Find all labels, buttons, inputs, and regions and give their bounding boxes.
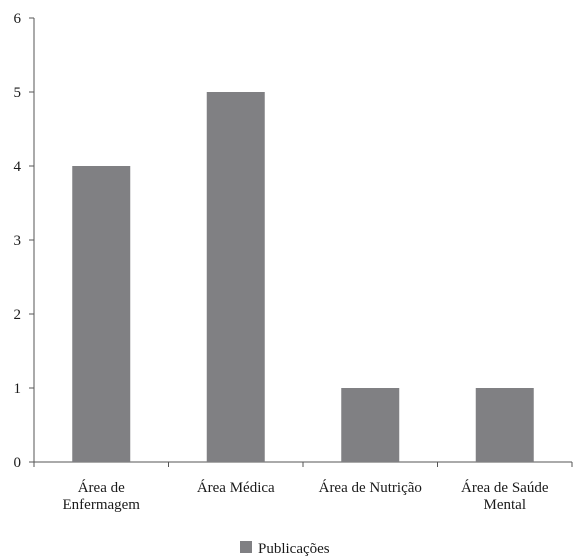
x-category-label: Área de Nutrição xyxy=(319,479,422,496)
y-tick-label: 1 xyxy=(14,381,22,397)
legend: Publicações xyxy=(240,541,330,557)
bar xyxy=(72,166,131,462)
y-axis: 0 1 2 3 4 5 6 xyxy=(14,11,35,471)
x-category-label-line: Enfermagem xyxy=(63,497,141,513)
y-tick-label: 2 xyxy=(14,307,22,323)
bars xyxy=(72,92,534,462)
bar xyxy=(206,92,265,462)
x-category-label-line: Área de Nutrição xyxy=(319,479,422,496)
bar xyxy=(475,388,534,462)
legend-swatch xyxy=(240,541,252,553)
x-category-label-line: Mental xyxy=(484,497,527,513)
x-category-label: Área Médica xyxy=(197,479,275,496)
y-tick-label: 3 xyxy=(14,233,22,249)
y-tick-label: 0 xyxy=(14,455,22,471)
x-category-label-line: Área Médica xyxy=(197,479,275,496)
x-axis: Área de Enfermagem Área Médica Área de Nutr… xyxy=(33,461,573,513)
bar xyxy=(341,388,400,462)
y-tick-label: 6 xyxy=(14,11,22,27)
x-category-label-line: Área de xyxy=(78,479,125,496)
y-tick-label: 5 xyxy=(14,85,22,101)
legend-label: Publicações xyxy=(258,541,330,557)
y-tick-label: 4 xyxy=(14,159,22,175)
x-category-label-line: Área de Saúde xyxy=(461,479,549,496)
x-category-label: Área de Enfermagem xyxy=(63,479,141,513)
x-category-label: Área de Saúde Mental xyxy=(461,479,549,513)
